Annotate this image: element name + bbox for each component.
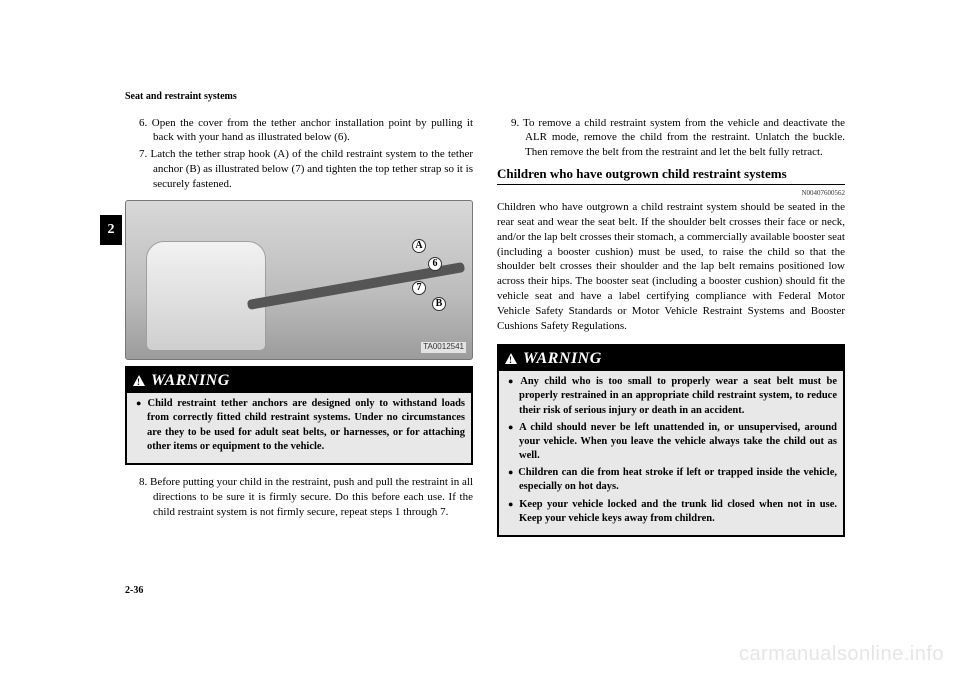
columns: 6. Open the cover from the tether anchor… (125, 116, 845, 547)
section-heading: Children who have outgrown child restrai… (497, 166, 845, 185)
warning-item: Any child who is too small to properly w… (505, 375, 837, 418)
warning-body: Child restraint tether anchors are desig… (127, 393, 471, 463)
steps-top-left: 6. Open the cover from the tether anchor… (125, 116, 473, 192)
warning-item: Keep your vehicle locked and the trunk l… (505, 498, 837, 526)
steps-top-right: 9. To remove a child restraint system fr… (497, 116, 845, 161)
warning-header: WARNING (127, 368, 471, 394)
warning-body: Any child who is too small to properly w… (499, 371, 843, 535)
body-text: Children who have outgrown a child restr… (497, 200, 845, 334)
page-content: Seat and restraint systems 6. Open the c… (125, 90, 845, 547)
right-column: 9. To remove a child restraint system fr… (497, 116, 845, 547)
page-number: 2-36 (125, 584, 143, 598)
step-num: 6. (139, 117, 147, 129)
step-num: 7. (139, 148, 147, 160)
step-num: 8. (139, 476, 147, 488)
step: 9. To remove a child restraint system fr… (497, 116, 845, 161)
figure-code: TA0012541 (421, 342, 466, 353)
step-text: To remove a child restraint system from … (523, 117, 845, 159)
warning-label: WARNING (523, 348, 602, 370)
warning-icon (505, 353, 517, 364)
figure-label-6: 6 (428, 257, 442, 271)
warning-box-left: WARNING Child restraint tether anchors a… (125, 366, 473, 465)
step-text: Open the cover from the tether anchor in… (152, 117, 473, 144)
step-num: 9. (511, 117, 519, 129)
figure-label-7: 7 (412, 281, 426, 295)
warning-item: A child should never be left unattended … (505, 421, 837, 464)
warning-item: Child restraint tether anchors are desig… (133, 397, 465, 454)
section-header: Seat and restraint systems (125, 90, 845, 104)
chapter-tab: 2 (100, 215, 122, 245)
step: 8. Before putting your child in the rest… (125, 475, 473, 520)
step-text: Before putting your child in the restrai… (150, 476, 473, 518)
warning-icon (133, 375, 145, 386)
steps-bottom-left: 8. Before putting your child in the rest… (125, 475, 473, 520)
figure-label-a: A (412, 239, 426, 253)
warning-box-right: WARNING Any child who is too small to pr… (497, 344, 845, 537)
child-seat-illustration (146, 241, 266, 351)
step: 6. Open the cover from the tether anchor… (125, 116, 473, 146)
left-column: 6. Open the cover from the tether anchor… (125, 116, 473, 547)
warning-header: WARNING (499, 346, 843, 372)
step: 7. Latch the tether strap hook (A) of th… (125, 147, 473, 192)
figure-label-b: B (432, 297, 446, 311)
warning-label: WARNING (151, 370, 230, 392)
watermark: carmanualsonline.info (739, 641, 944, 668)
tether-anchor-figure: A 6 7 B TA0012541 (125, 200, 473, 360)
warning-item: Children can die from heat stroke if lef… (505, 466, 837, 494)
doc-id: N00407600562 (497, 189, 845, 198)
step-text: Latch the tether strap hook (A) of the c… (151, 148, 474, 190)
